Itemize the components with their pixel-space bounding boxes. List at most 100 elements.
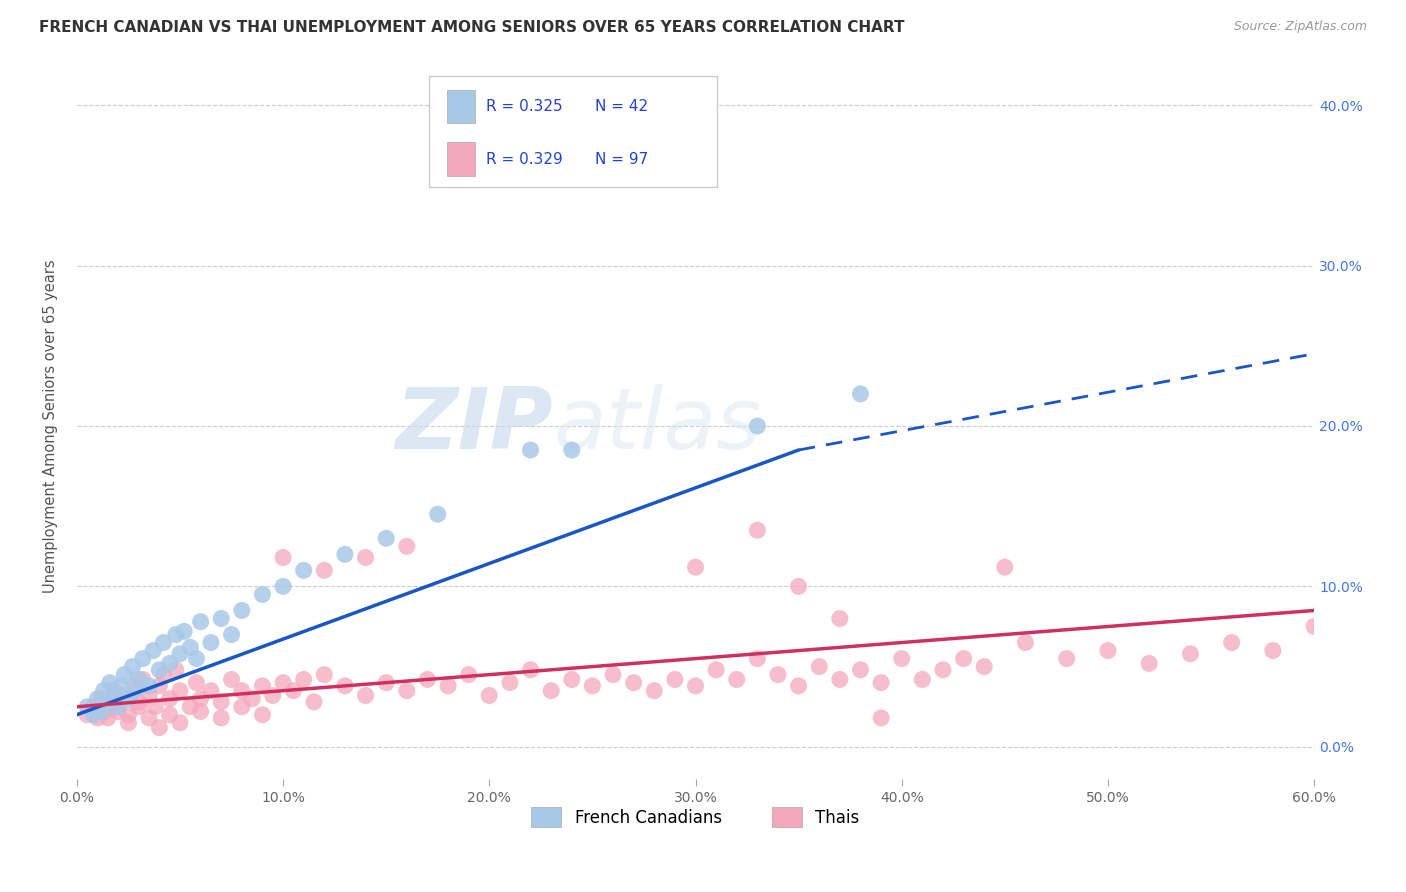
Point	[117, 707, 139, 722]
Point	[152, 635, 174, 649]
Point	[93, 683, 115, 698]
Point	[314, 563, 336, 577]
Point	[124, 679, 146, 693]
Point	[561, 673, 583, 687]
Text: Source: ZipAtlas.com: Source: ZipAtlas.com	[1233, 20, 1367, 33]
Point	[375, 675, 398, 690]
Text: R = 0.325: R = 0.325	[486, 99, 562, 114]
Point	[231, 699, 253, 714]
Point	[1097, 643, 1119, 657]
Point	[478, 689, 501, 703]
Point	[179, 699, 201, 714]
Point	[808, 659, 831, 673]
Point	[132, 673, 155, 687]
Point	[849, 663, 872, 677]
Point	[395, 683, 418, 698]
Text: R = 0.329: R = 0.329	[486, 152, 564, 167]
Point	[112, 667, 135, 681]
Point	[252, 679, 274, 693]
Point	[1220, 635, 1243, 649]
Point	[169, 715, 191, 730]
Point	[128, 699, 150, 714]
Point	[870, 675, 893, 690]
Point	[787, 579, 810, 593]
Point	[142, 643, 165, 657]
Point	[159, 691, 181, 706]
Point	[94, 705, 117, 719]
Point	[747, 419, 769, 434]
Point	[828, 673, 851, 687]
Point	[271, 675, 294, 690]
Point	[159, 707, 181, 722]
Point	[98, 695, 121, 709]
Point	[209, 611, 232, 625]
Point	[416, 673, 439, 687]
Point	[165, 627, 187, 641]
Point	[890, 651, 912, 665]
Point	[76, 699, 98, 714]
Point	[426, 507, 449, 521]
Point	[725, 673, 748, 687]
Point	[165, 663, 187, 677]
Point	[148, 663, 170, 677]
Point	[519, 106, 541, 120]
Point	[231, 603, 253, 617]
Point	[457, 667, 479, 681]
Point	[97, 711, 120, 725]
Point	[138, 689, 160, 703]
Point	[1261, 643, 1284, 657]
Point	[117, 715, 139, 730]
Point	[90, 705, 112, 719]
Point	[849, 387, 872, 401]
Point	[252, 707, 274, 722]
Point	[314, 667, 336, 681]
Point	[271, 579, 294, 593]
Point	[128, 695, 150, 709]
Point	[540, 683, 562, 698]
Point	[623, 675, 645, 690]
Point	[117, 691, 139, 706]
Y-axis label: Unemployment Among Seniors over 65 years: Unemployment Among Seniors over 65 years	[44, 260, 58, 593]
Point	[143, 699, 166, 714]
Text: N = 97: N = 97	[595, 152, 648, 167]
Legend: French Canadians, Thais: French Canadians, Thais	[524, 800, 866, 834]
Point	[200, 635, 222, 649]
Text: atlas: atlas	[553, 384, 761, 467]
Point	[828, 611, 851, 625]
Point	[103, 683, 125, 698]
Point	[262, 689, 284, 703]
Point	[747, 651, 769, 665]
Point	[186, 651, 208, 665]
Point	[685, 679, 707, 693]
Point	[685, 560, 707, 574]
Point	[499, 675, 522, 690]
Point	[209, 695, 232, 709]
Point	[602, 667, 624, 681]
Point	[911, 673, 934, 687]
Point	[76, 707, 98, 722]
Point	[200, 683, 222, 698]
Point	[152, 667, 174, 681]
Point	[519, 443, 541, 458]
Point	[395, 539, 418, 553]
Point	[354, 689, 377, 703]
Point	[292, 673, 315, 687]
Point	[107, 705, 129, 719]
Point	[519, 663, 541, 677]
Point	[121, 659, 143, 673]
Point	[169, 683, 191, 698]
Point	[82, 699, 104, 714]
Point	[283, 683, 305, 698]
Point	[561, 443, 583, 458]
Point	[111, 679, 134, 693]
Point	[86, 711, 108, 725]
Point	[1137, 657, 1160, 671]
Point	[952, 651, 974, 665]
Point	[173, 624, 195, 639]
Point	[179, 640, 201, 655]
Point	[643, 683, 665, 698]
Point	[111, 689, 134, 703]
Point	[97, 695, 120, 709]
Point	[994, 560, 1017, 574]
Point	[333, 547, 356, 561]
